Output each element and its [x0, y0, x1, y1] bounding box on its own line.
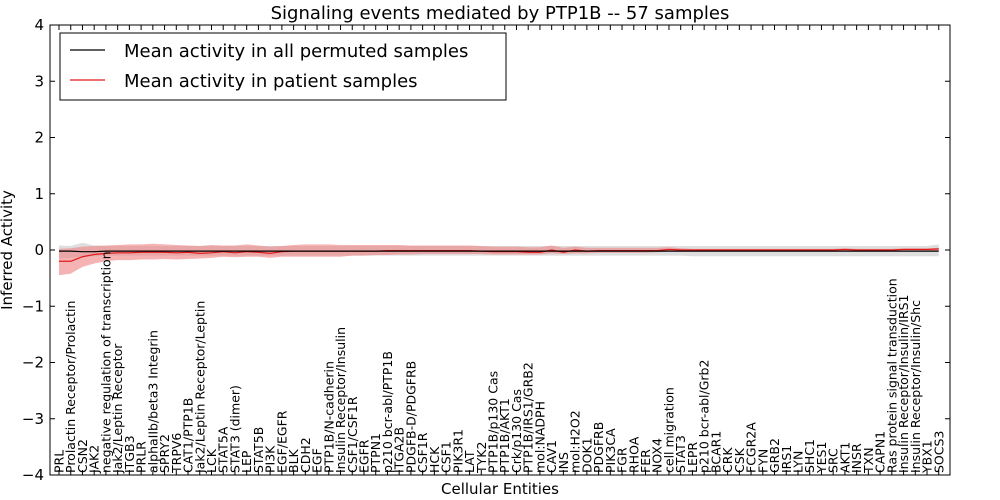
x-tick-label: CSF1R — [415, 432, 430, 473]
x-tick-label: CSF1 — [439, 441, 454, 473]
x-tick-label: EGFR — [356, 439, 371, 473]
y-tick-label: 0 — [34, 241, 44, 259]
x-tick-label: Ras protein signal transduction — [884, 278, 899, 473]
x-tick-label: DOK1 — [579, 437, 594, 473]
x-tick-label: CRK — [720, 447, 735, 473]
x-tick-label: CAPN1 — [873, 431, 888, 473]
x-tick-label: mol:NADPH — [532, 401, 547, 473]
y-tick-label: −2 — [22, 354, 44, 372]
x-tick-label: Jak2/Leptin Receptor/Leptin — [192, 301, 207, 474]
x-tick-label: BLK — [286, 448, 301, 473]
x-tick-label: YES1 — [814, 442, 829, 474]
x-tick-label: PI3K — [263, 445, 278, 473]
x-tick-label: Jak2/Leptin Receptor — [110, 343, 125, 474]
x-tick-label: PTP1B/N-cadherin — [321, 361, 336, 473]
x-tick-label: ITGA2B — [392, 427, 407, 473]
legend-label-permuted: Mean activity in all permuted samples — [124, 41, 468, 62]
legend-label-patient: Mean activity in patient samples — [124, 71, 418, 92]
x-tick-label: FYN — [755, 449, 770, 473]
x-tick-label: CSK — [732, 447, 747, 473]
y-tick-label: −1 — [22, 297, 44, 315]
x-tick-label: LCK — [204, 448, 219, 473]
x-tick-label: PDGFRB — [591, 422, 606, 473]
y-tick-label: 2 — [34, 129, 44, 147]
x-tick-label: GRB2 — [767, 438, 782, 473]
x-tick-label: PTPN1 — [368, 433, 383, 473]
x-tick-label: SOCS3 — [931, 431, 946, 473]
x-tick-label: INS — [556, 452, 571, 473]
x-tick-label: TXN — [861, 447, 876, 474]
y-axis-label: Inferred Activity — [0, 190, 16, 310]
x-tick-label: PRL — [52, 450, 67, 473]
x-tick-label: HCK — [427, 446, 442, 473]
x-tick-label: YBX1 — [920, 440, 935, 474]
x-tick-label: SRC — [826, 448, 841, 473]
x-tick-label: p210 bcr-abl/PTP1B — [380, 351, 395, 473]
x-tick-label: PTP1B/p130 Cas — [486, 371, 501, 473]
x-tick-label: STAT5A — [216, 426, 231, 473]
x-tick-label: EGF/EGFR — [274, 410, 289, 473]
x-tick-label: CSF1/CSF1R — [345, 396, 360, 473]
x-tick-label: SPRY2 — [157, 434, 172, 473]
x-tick-label: PTP1B/AKT1 — [497, 398, 512, 473]
y-tick-label: −3 — [22, 410, 44, 428]
legend-box — [59, 32, 507, 101]
x-tick-label: RHOA — [626, 436, 641, 473]
x-tick-label: CAV1 — [544, 440, 559, 473]
x-tick-label: p210 bcr-abl/Grb2 — [697, 360, 712, 473]
x-tick-label: LYN — [790, 451, 805, 473]
x-tick-label: TYK2 — [474, 442, 489, 474]
x-tick-label: Insulin Receptor/Insulin/Shc — [908, 300, 923, 473]
x-tick-label: CSN2 — [75, 439, 90, 473]
x-axis-label: Cellular Entities — [441, 480, 559, 498]
permuted-line — [59, 250, 939, 253]
y-tick-label: −4 — [22, 466, 44, 484]
x-tick-label: LEPR — [685, 442, 700, 473]
y-tick-label: 4 — [34, 16, 44, 34]
x-tick-label: PIK3CA — [603, 428, 618, 473]
x-tick-label: FER — [638, 449, 653, 473]
x-tick-label: ITGB3 — [122, 435, 137, 473]
x-tick-label: Prolactin Receptor/Prolactin — [63, 301, 78, 473]
x-tick-label: alphaIIb/beta3 Integrin — [145, 330, 160, 473]
x-tick-label: FGR — [615, 447, 630, 473]
x-tick-label: EGF — [310, 448, 325, 473]
x-tick-label: mol:H2O2 — [568, 410, 583, 473]
x-tick-label: JAK2 — [87, 445, 102, 474]
x-tick-label: STAT3 — [673, 435, 688, 473]
x-tick-label: AKT1 — [837, 442, 852, 473]
chart-title: Signaling events mediated by PTP1B -- 57… — [271, 3, 730, 24]
x-tick-label: SHC1 — [802, 439, 817, 473]
x-tick-label: NOX4 — [650, 438, 665, 473]
x-tick-label: PTP1B/IRS1/GRB2 — [521, 362, 536, 473]
x-tick-label: CDH2 — [298, 437, 313, 473]
y-tick-label: 1 — [34, 185, 44, 203]
x-tick-label: INSR — [849, 443, 864, 473]
legend: Mean activity in all permuted samples Me… — [59, 32, 507, 101]
x-tick-label: Insulin Receptor/Insulin — [333, 327, 348, 473]
y-tick-label: 3 — [34, 72, 44, 90]
x-tick-label: Crk/p130 Cas — [509, 389, 524, 473]
x-tick-label: Insulin Receptor/Insulin/IRS1 — [896, 295, 911, 473]
x-tick-label: STAT3 (dimer) — [227, 385, 242, 473]
x-tick-label: FCGR2A — [744, 422, 759, 473]
x-tick-label: cell migration — [661, 387, 676, 473]
plot-area — [59, 242, 939, 276]
x-tick-label: PRLR — [134, 441, 149, 473]
x-tick-label: LAT — [462, 450, 477, 473]
x-tick-label: IRS1 — [779, 445, 794, 473]
x-tick-label: LEP — [239, 450, 254, 473]
x-tick-label: PIK3R1 — [450, 429, 465, 473]
x-tick-label: TRPV6 — [169, 433, 184, 474]
x-tick-label: BCAR1 — [708, 431, 723, 473]
x-tick-label: STAT5B — [251, 427, 266, 473]
x-tick-label: CAT1/PTP1B — [181, 398, 196, 473]
x-tick-label: negative regulation of transcription — [98, 251, 113, 473]
x-tick-label: PDGFB-D/PDGFRB — [403, 361, 418, 473]
